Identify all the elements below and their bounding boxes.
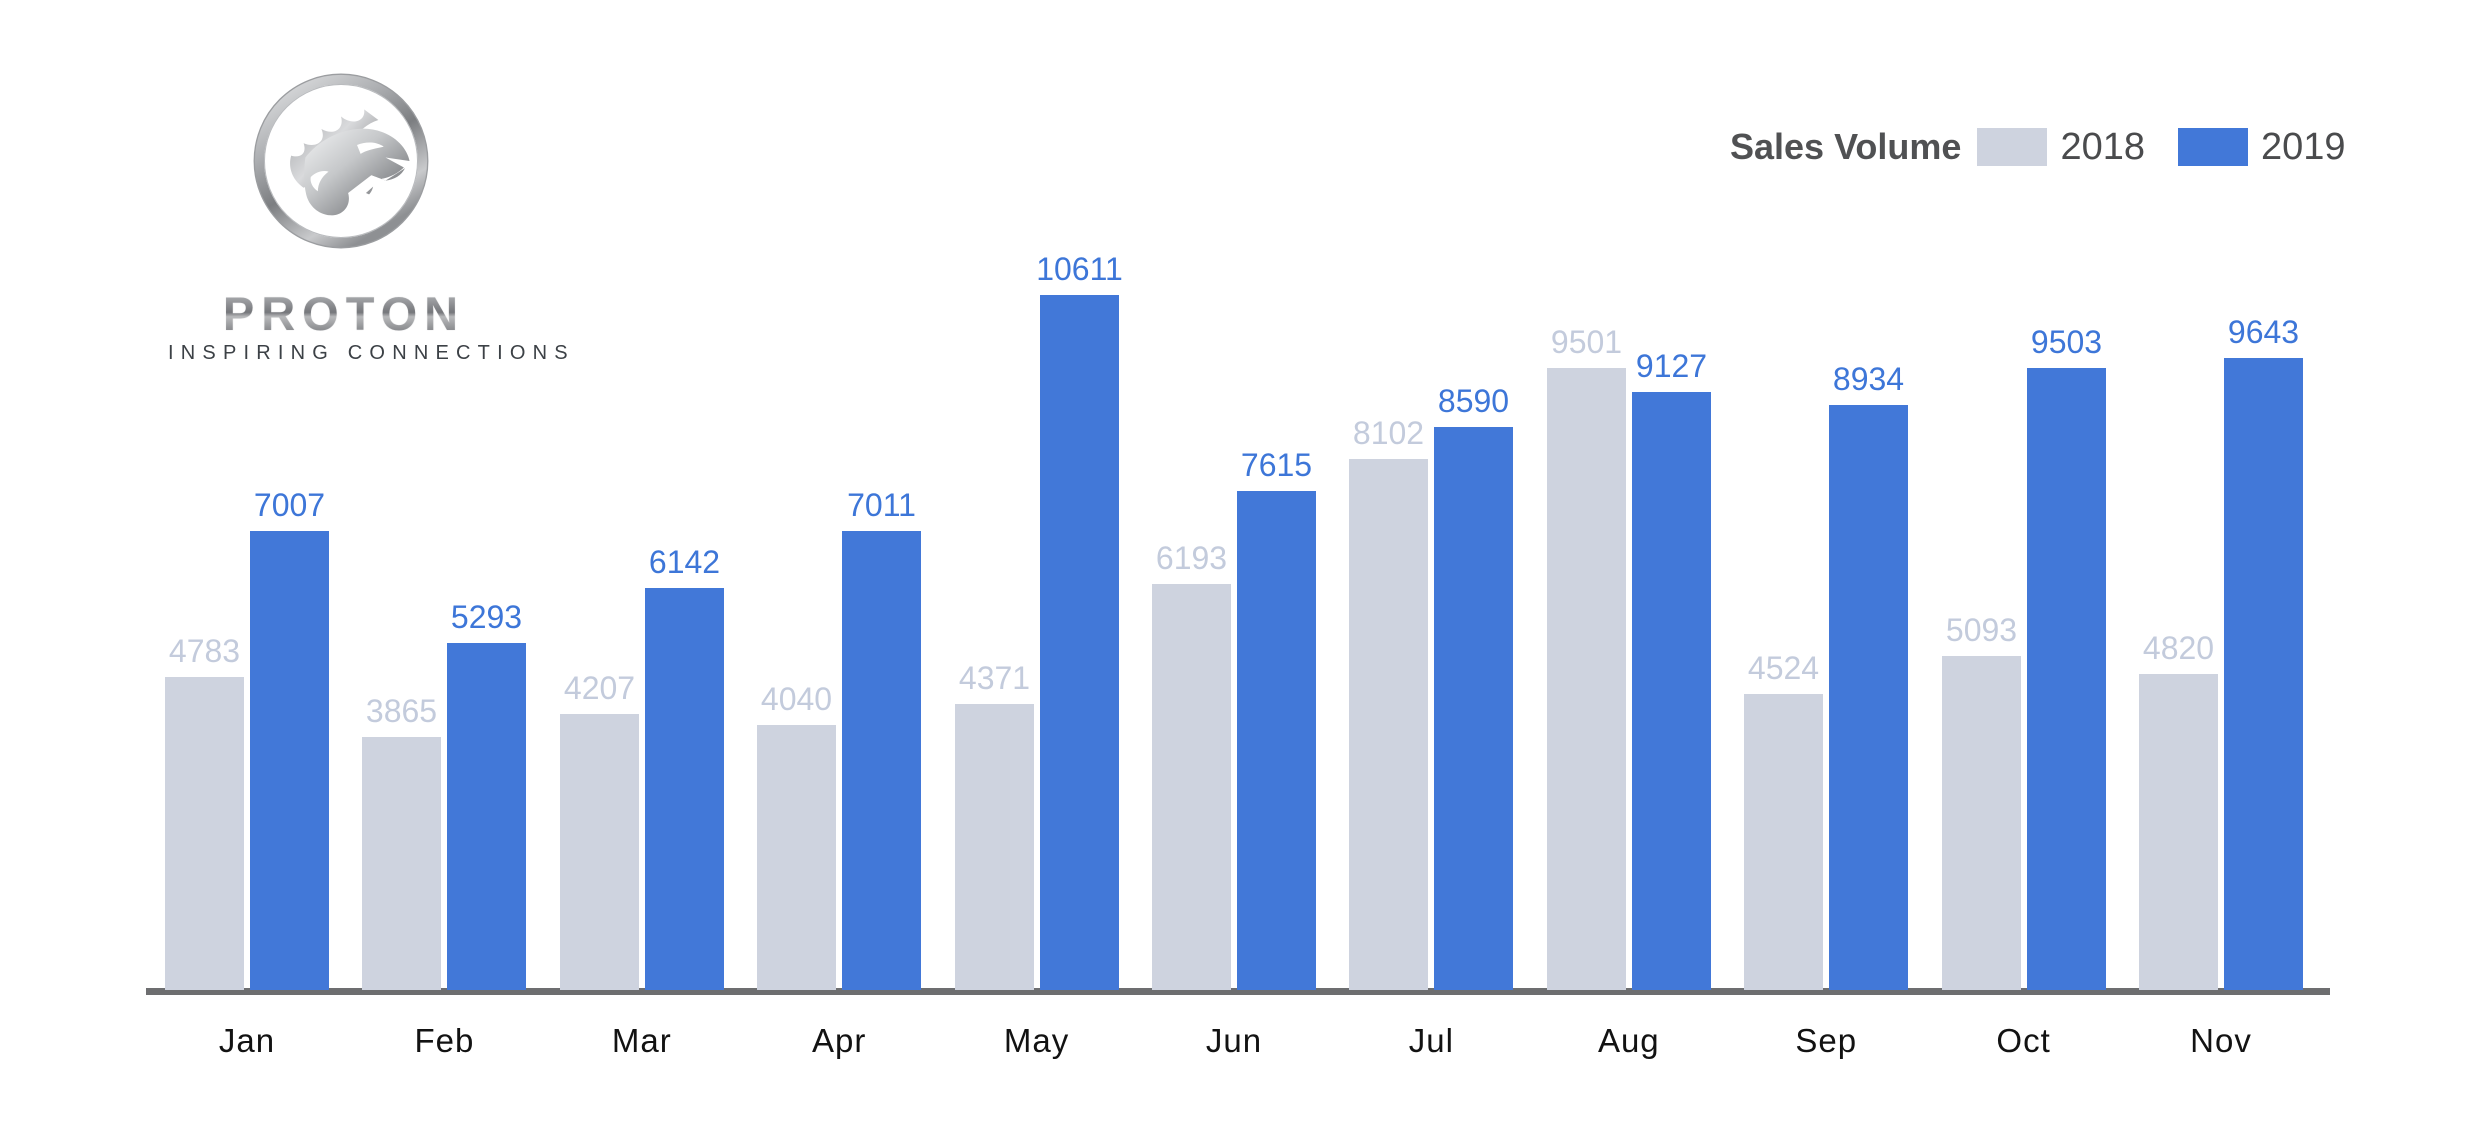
bar-2019-may (1040, 295, 1119, 990)
value-label-2018-mar: 4207 (563, 670, 636, 706)
x-axis-line (146, 988, 2330, 995)
bar-2018-nov (2139, 674, 2218, 990)
value-label-2019-apr: 7011 (847, 487, 916, 523)
value-label-2019-may: 10611 (1036, 251, 1123, 287)
bar-2018-jul (1349, 459, 1428, 990)
bar-2019-nov (2224, 358, 2303, 990)
value-label-2018-apr: 4040 (760, 681, 833, 717)
proton-tiger-logo-icon (253, 73, 429, 249)
bar-2019-aug (1632, 392, 1711, 990)
bar-2018-jun (1152, 584, 1231, 990)
value-label-2019-oct: 9503 (2030, 324, 2103, 360)
chart-legend: Sales Volume 2018 2019 (1730, 122, 2346, 172)
value-label-2019-mar: 6142 (648, 544, 721, 580)
bar-2019-mar (645, 588, 724, 990)
value-label-2019-jul: 8590 (1437, 383, 1510, 419)
month-label-nov: Nov (2190, 1022, 2252, 1059)
value-label-2019-sep: 8934 (1832, 361, 1905, 397)
value-label-2019-jun: 7615 (1240, 447, 1313, 483)
month-label-oct: Oct (1996, 1022, 2051, 1059)
value-label-2018-sep: 4524 (1747, 650, 1820, 686)
month-label-sep: Sep (1795, 1022, 1858, 1059)
value-label-2018-oct: 5093 (1945, 612, 2018, 648)
legend-title: Sales Volume (1730, 126, 1962, 167)
bar-2018-apr (757, 725, 836, 990)
value-label-2019-jan: 7007 (253, 487, 326, 523)
proton-tagline: INSPIRING CONNECTIONS (168, 342, 575, 364)
bar-2018-oct (1942, 656, 2021, 990)
bar-2019-oct (2027, 368, 2106, 990)
value-label-2018-nov: 4820 (2142, 630, 2215, 666)
value-label-2018-may: 4371 (958, 660, 1031, 696)
bar-2018-aug (1547, 368, 1626, 990)
month-label-jun: Jun (1205, 1022, 1263, 1059)
month-label-mar: Mar (611, 1022, 672, 1059)
proton-wordmark: PROTON (168, 286, 520, 341)
value-label-2019-aug: 9127 (1635, 348, 1708, 384)
bar-2019-jan (250, 531, 329, 990)
month-label-apr: Apr (812, 1022, 867, 1059)
value-label-2018-aug: 9501 (1550, 324, 1623, 360)
month-label-feb: Feb (414, 1022, 475, 1059)
value-label-2019-feb: 5293 (450, 599, 523, 635)
month-label-jul: Jul (1408, 1022, 1454, 1059)
bar-2019-jun (1237, 491, 1316, 990)
month-label-aug: Aug (1597, 1022, 1660, 1059)
bar-2019-jul (1434, 427, 1513, 990)
legend-label-2019: 2019 (2260, 125, 2346, 168)
bar-2018-mar (560, 714, 639, 990)
value-label-2018-jun: 6193 (1155, 540, 1228, 576)
bar-2019-apr (842, 531, 921, 990)
value-label-2018-jan: 4783 (168, 633, 241, 669)
value-label-2018-jul: 8102 (1352, 415, 1425, 451)
legend-swatch-2019 (2177, 128, 2248, 166)
bar-2018-sep (1744, 694, 1823, 990)
bar-2019-feb (447, 643, 526, 990)
bar-2018-feb (362, 737, 441, 990)
legend-label-2018: 2018 (2060, 125, 2145, 168)
month-label-may: May (1003, 1022, 1070, 1059)
bar-2018-jan (165, 677, 244, 990)
month-label-jan: Jan (218, 1022, 276, 1059)
value-label-2019-nov: 9643 (2227, 314, 2300, 350)
value-label-2018-feb: 3865 (365, 693, 438, 729)
legend-swatch-2018 (1977, 128, 2048, 166)
bar-2019-sep (1829, 405, 1908, 990)
bar-2018-may (955, 704, 1034, 990)
